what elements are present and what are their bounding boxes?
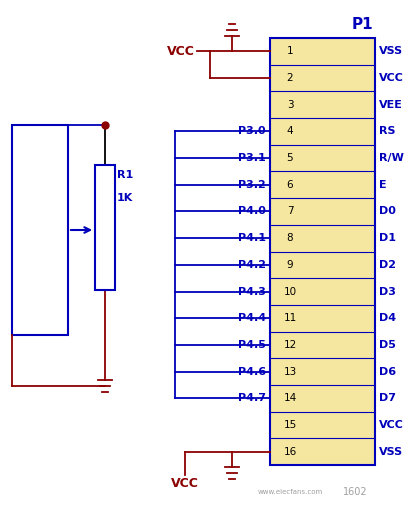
Text: VCC: VCC bbox=[167, 45, 195, 58]
Text: 4: 4 bbox=[287, 126, 293, 136]
Text: P1: P1 bbox=[351, 17, 373, 32]
Text: P4.6: P4.6 bbox=[238, 367, 266, 377]
Text: VCC: VCC bbox=[171, 477, 199, 490]
Text: P4.1: P4.1 bbox=[238, 233, 266, 243]
Text: D7: D7 bbox=[379, 393, 396, 403]
Text: 13: 13 bbox=[283, 367, 297, 377]
Text: R/W: R/W bbox=[379, 153, 404, 163]
Text: VCC: VCC bbox=[379, 420, 404, 430]
Text: 16: 16 bbox=[283, 447, 297, 457]
Text: D6: D6 bbox=[379, 367, 396, 377]
Text: P4.5: P4.5 bbox=[238, 340, 266, 350]
Text: P4.2: P4.2 bbox=[238, 260, 266, 270]
Text: 9: 9 bbox=[287, 260, 293, 270]
Text: D2: D2 bbox=[379, 260, 396, 270]
Text: D5: D5 bbox=[379, 340, 396, 350]
Text: 1K: 1K bbox=[117, 193, 133, 203]
Text: VSS: VSS bbox=[379, 46, 403, 56]
Text: 15: 15 bbox=[283, 420, 297, 430]
Text: D3: D3 bbox=[379, 286, 396, 297]
Text: VCC: VCC bbox=[379, 73, 404, 83]
Text: 14: 14 bbox=[283, 393, 297, 403]
Text: 1: 1 bbox=[287, 46, 293, 56]
Text: P4.4: P4.4 bbox=[238, 313, 266, 323]
Text: 5: 5 bbox=[287, 153, 293, 163]
Text: VEE: VEE bbox=[379, 100, 403, 110]
Text: 11: 11 bbox=[283, 313, 297, 323]
Text: D4: D4 bbox=[379, 313, 396, 323]
Text: 12: 12 bbox=[283, 340, 297, 350]
Bar bbox=[270, 38, 375, 465]
Text: 3: 3 bbox=[287, 100, 293, 110]
Text: P4.0: P4.0 bbox=[238, 206, 266, 216]
Text: D1: D1 bbox=[379, 233, 396, 243]
Text: 10: 10 bbox=[283, 286, 297, 297]
Text: E: E bbox=[379, 180, 386, 190]
Text: P4.7: P4.7 bbox=[238, 393, 266, 403]
Text: 8: 8 bbox=[287, 233, 293, 243]
Text: 2: 2 bbox=[287, 73, 293, 83]
Text: P3.1: P3.1 bbox=[238, 153, 266, 163]
Text: VSS: VSS bbox=[379, 447, 403, 457]
Bar bbox=[12, 125, 68, 335]
Bar bbox=[95, 165, 115, 290]
Text: www.elecfans.com: www.elecfans.com bbox=[258, 489, 323, 495]
Text: 7: 7 bbox=[287, 206, 293, 216]
Text: R1: R1 bbox=[117, 170, 133, 180]
Text: P4.3: P4.3 bbox=[238, 286, 266, 297]
FancyArrowPatch shape bbox=[71, 227, 90, 233]
Text: P3.0: P3.0 bbox=[239, 126, 266, 136]
Text: 6: 6 bbox=[287, 180, 293, 190]
Text: P3.2: P3.2 bbox=[238, 180, 266, 190]
Text: D0: D0 bbox=[379, 206, 396, 216]
Text: 1602: 1602 bbox=[343, 487, 368, 497]
Text: RS: RS bbox=[379, 126, 396, 136]
